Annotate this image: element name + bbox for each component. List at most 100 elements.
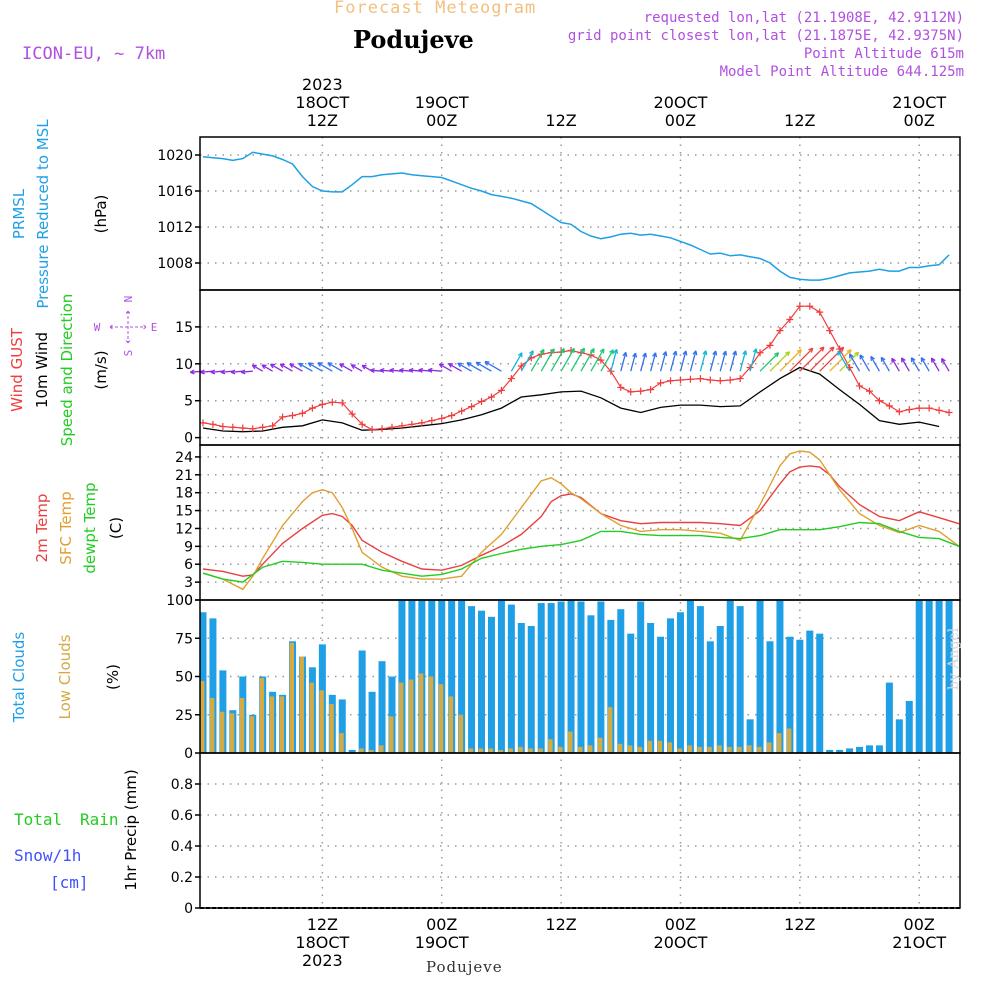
top-time-label: 19OCT: [415, 93, 469, 112]
wind-arrow-head: [599, 348, 605, 354]
wind-direction-arrow: [590, 348, 605, 372]
low-cloud-bar: [707, 746, 712, 753]
total-cloud-bar: [468, 606, 476, 753]
total-cloud-bar: [607, 619, 615, 753]
point-altitude: Point Altitude 615m: [803, 46, 964, 62]
y-tick-label: 9: [184, 539, 193, 555]
gust-marker: [686, 375, 694, 383]
bottom-time-label: 00Z: [665, 915, 696, 934]
wind-arrow-head: [920, 357, 926, 363]
y-tick-label: 0.6: [171, 808, 193, 824]
y-tick-label: 12: [175, 521, 193, 537]
wind-arrow-head: [570, 347, 575, 354]
wind-arrow-head: [702, 350, 708, 356]
gust-marker: [388, 423, 396, 431]
location-title: Podujeve: [353, 25, 474, 54]
total-cloud-bar: [438, 600, 446, 753]
top-time-label: 20OCT: [654, 93, 708, 112]
wind-direction-arrow: [901, 357, 910, 372]
gust-marker: [279, 413, 287, 421]
wind-arrow-head: [427, 367, 433, 373]
panel-axis-label: 1hr Precip (mm): [122, 769, 140, 890]
model-altitude: Model Point Altitude 644.125m: [719, 64, 964, 80]
total-cloud-bar: [716, 626, 724, 753]
top-time-label: 12Z: [545, 111, 576, 130]
low-cloud-bar: [329, 704, 334, 753]
low-cloud-bar: [398, 682, 404, 753]
wind-direction-arrow: [679, 350, 687, 372]
wind-arrow-head: [859, 354, 865, 360]
gust-marker: [756, 349, 764, 357]
low-cloud-bar: [767, 742, 772, 753]
wind-arrow-head: [230, 369, 236, 375]
wind-arrow-head: [560, 348, 565, 354]
gust-marker: [378, 425, 386, 433]
bottom-time-label: 2023: [302, 951, 343, 970]
low-cloud-bar: [428, 676, 434, 753]
low-cloud-bar: [388, 716, 394, 753]
total-cloud-bar: [358, 650, 366, 753]
y-tick-label: 0.2: [171, 870, 193, 886]
total-cloud-bar: [497, 600, 505, 753]
low-cloud-bar: [468, 748, 474, 753]
wind-arrow-head: [448, 363, 454, 368]
low-cloud-bar: [617, 743, 623, 753]
wind-arrow-head: [774, 352, 780, 358]
low-cloud-bar: [786, 728, 792, 753]
low-cloud-bar: [498, 749, 503, 753]
low-cloud-bar: [528, 748, 533, 753]
gust-marker: [348, 410, 356, 418]
low-cloud-bar: [269, 696, 275, 753]
gust-marker: [318, 400, 326, 408]
gust-marker: [726, 376, 734, 384]
total-cloud-bar: [736, 606, 744, 753]
wind-arrow-head: [339, 363, 345, 369]
total-cloud-bar: [905, 700, 913, 753]
gust-marker: [657, 379, 665, 387]
gust-marker: [706, 376, 714, 384]
gust-marker: [667, 377, 675, 385]
wind-direction-arrow: [719, 350, 727, 372]
total-cloud-bar: [836, 749, 844, 753]
wind-direction-arrow: [669, 350, 677, 372]
low-cloud-bar: [369, 749, 374, 753]
watermark: by Angel: [946, 627, 962, 690]
rain-label-total: Total: [14, 810, 62, 829]
low-cloud-bar: [667, 742, 673, 753]
rain-label-rain: Rain: [80, 810, 119, 829]
data-layer: [189, 151, 960, 753]
total-cloud-bar: [846, 748, 854, 753]
total-cloud-bar: [885, 682, 893, 753]
total-cloud-bar: [806, 630, 814, 753]
low-cloud-bar: [309, 682, 314, 753]
y-tick-label: 15: [175, 320, 193, 336]
wind-arrow-head: [457, 362, 463, 368]
snow-unit-label: [cm]: [50, 873, 89, 892]
wind-direction-arrow: [920, 357, 930, 372]
total-cloud-bar: [776, 600, 784, 753]
wind-direction-arrow: [540, 348, 555, 372]
gust-marker: [816, 308, 824, 316]
bottom-time-label: 20OCT: [654, 933, 708, 952]
gust-marker: [358, 420, 366, 428]
low-cloud-bar: [548, 739, 553, 753]
low-cloud-bar: [607, 707, 613, 753]
low-cloud-bar: [219, 711, 225, 753]
gust-marker: [905, 406, 913, 414]
wind-direction-arrow: [829, 349, 852, 372]
top-time-label: 00Z: [904, 111, 935, 130]
wind-direction-arrow: [560, 348, 575, 372]
y-tick-label: 0: [184, 431, 193, 447]
gust-marker: [219, 423, 227, 431]
low-cloud-bar: [577, 746, 583, 753]
grid-point-coords: grid point closest lon,lat (21.1875E, 42…: [567, 28, 964, 44]
wind-direction-arrow: [457, 362, 472, 372]
total-cloud-bar: [507, 604, 515, 753]
low-cloud-bar: [418, 673, 424, 753]
total-cloud-bar: [945, 600, 953, 753]
wind-direction-arrow: [789, 347, 814, 372]
low-cloud-bar: [647, 740, 653, 753]
wind-direction-arrow: [339, 363, 353, 372]
y-tick-label: 15: [175, 504, 193, 520]
wind-arrow-head: [210, 369, 216, 375]
